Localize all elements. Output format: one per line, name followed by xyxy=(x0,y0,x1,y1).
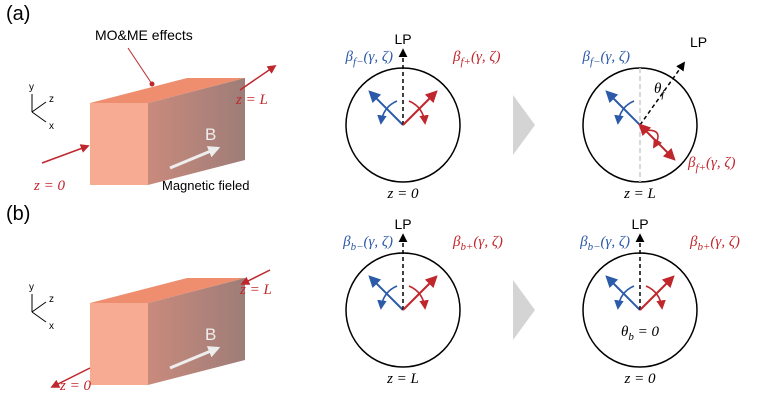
argument: (γ, ζ) xyxy=(706,155,735,171)
annotation: MO&ME effects xyxy=(95,27,193,43)
beta-minus-rotation xyxy=(614,100,635,125)
argument: (γ, ζ) xyxy=(601,234,630,250)
beta-minus-rotation xyxy=(377,285,398,310)
end-label: z = L xyxy=(239,282,272,298)
symbol: β xyxy=(452,49,461,65)
argument: (γ, ζ) xyxy=(473,234,502,250)
subscript: b+ xyxy=(460,241,473,253)
axis-y-label: y xyxy=(29,82,34,93)
beta-plus-rotation xyxy=(641,129,663,149)
beta-minus-label: βb−(γ, ζ) xyxy=(579,234,630,253)
symbol: β xyxy=(582,49,591,65)
argument: (γ, ζ) xyxy=(710,234,739,250)
symbol: β xyxy=(689,234,698,250)
transition-chevron xyxy=(513,280,535,340)
field-label: B xyxy=(205,125,216,144)
beta-plus-label: βf+(γ, ζ) xyxy=(452,49,500,68)
block-top xyxy=(90,278,245,303)
axis-x-label: x xyxy=(49,321,54,332)
position-label: z = 0 xyxy=(387,186,419,202)
start-label: z = 0 xyxy=(33,178,65,194)
lp-label: LP xyxy=(631,216,648,232)
beta-minus-rotation xyxy=(614,285,635,310)
lp-label: LP xyxy=(394,31,411,47)
beta-plus-label: βb+(γ, ζ) xyxy=(689,234,740,253)
beam-in xyxy=(240,269,271,285)
axis-y-label: y xyxy=(29,282,34,293)
beta-plus-label: βf+(γ, ζ) xyxy=(687,155,735,174)
beam-in xyxy=(41,144,90,164)
lp-arrow xyxy=(639,61,686,126)
position-label: z = 0 xyxy=(624,371,656,387)
panel-label: (a) xyxy=(6,3,30,25)
beta-minus-label: βf−(γ, ζ) xyxy=(582,49,630,68)
axis-z-label: z xyxy=(49,94,54,105)
position-label: z = L xyxy=(386,371,419,387)
block-top xyxy=(90,78,245,103)
panel-label: (b) xyxy=(6,203,30,225)
symbol: β xyxy=(345,49,354,65)
axis-z xyxy=(31,301,47,313)
subscript: f+ xyxy=(460,56,470,68)
subscript: f xyxy=(661,88,666,100)
field-caption: Magnetic fieled xyxy=(162,178,249,193)
field-arrow xyxy=(169,146,221,170)
beta-minus-label: βf−(γ, ζ) xyxy=(345,49,393,68)
field-arrow xyxy=(169,346,221,370)
subscript: f− xyxy=(590,56,600,68)
annotation-dot xyxy=(149,81,155,87)
symbol: θ xyxy=(654,81,662,97)
axis-x xyxy=(31,311,47,323)
beta-plus-label: βb+(γ, ζ) xyxy=(452,234,503,253)
block-front xyxy=(90,303,148,385)
symbol: θ xyxy=(621,324,629,340)
axis-z-label: z xyxy=(49,294,54,305)
symbol: β xyxy=(579,234,588,250)
field-label: B xyxy=(205,325,216,344)
lp-label: LP xyxy=(394,216,411,232)
subscript: b xyxy=(628,331,634,343)
axis-x-label: x xyxy=(49,121,54,132)
end-label: z = L xyxy=(235,92,268,108)
start-label: z = 0 xyxy=(59,378,91,394)
symbol: β xyxy=(452,234,461,250)
beta-plus-rotation xyxy=(408,285,429,310)
angle-label: θb = 0 xyxy=(621,324,659,343)
subscript: b+ xyxy=(697,241,710,253)
beam-out xyxy=(50,367,91,388)
subscript: f− xyxy=(353,56,363,68)
beta-plus-rotation xyxy=(408,100,429,125)
subscript: f+ xyxy=(695,162,705,174)
argument: (γ, ζ) xyxy=(601,49,630,65)
transition-chevron xyxy=(513,95,535,155)
axis-z xyxy=(31,101,47,113)
beta-minus-rotation xyxy=(377,100,398,125)
position-label: z = L xyxy=(623,186,656,202)
beta-plus-rotation xyxy=(645,285,666,310)
argument: = 0 xyxy=(634,324,660,340)
argument: (γ, ζ) xyxy=(364,49,393,65)
axis-x xyxy=(31,111,47,123)
block-side xyxy=(148,78,245,185)
argument: (γ, ζ) xyxy=(471,49,500,65)
symbol: β xyxy=(342,234,351,250)
argument: (γ, ζ) xyxy=(364,234,393,250)
lp-label: LP xyxy=(690,34,707,50)
annotation-pointer xyxy=(127,47,153,85)
beta-minus-label: βb−(γ, ζ) xyxy=(342,234,393,253)
block-front xyxy=(90,103,148,185)
subscript: b− xyxy=(588,241,601,253)
angle-label: θf xyxy=(654,81,666,100)
beam-out xyxy=(239,64,277,91)
subscript: b− xyxy=(351,241,364,253)
symbol: β xyxy=(687,155,696,171)
block-side xyxy=(148,278,245,385)
